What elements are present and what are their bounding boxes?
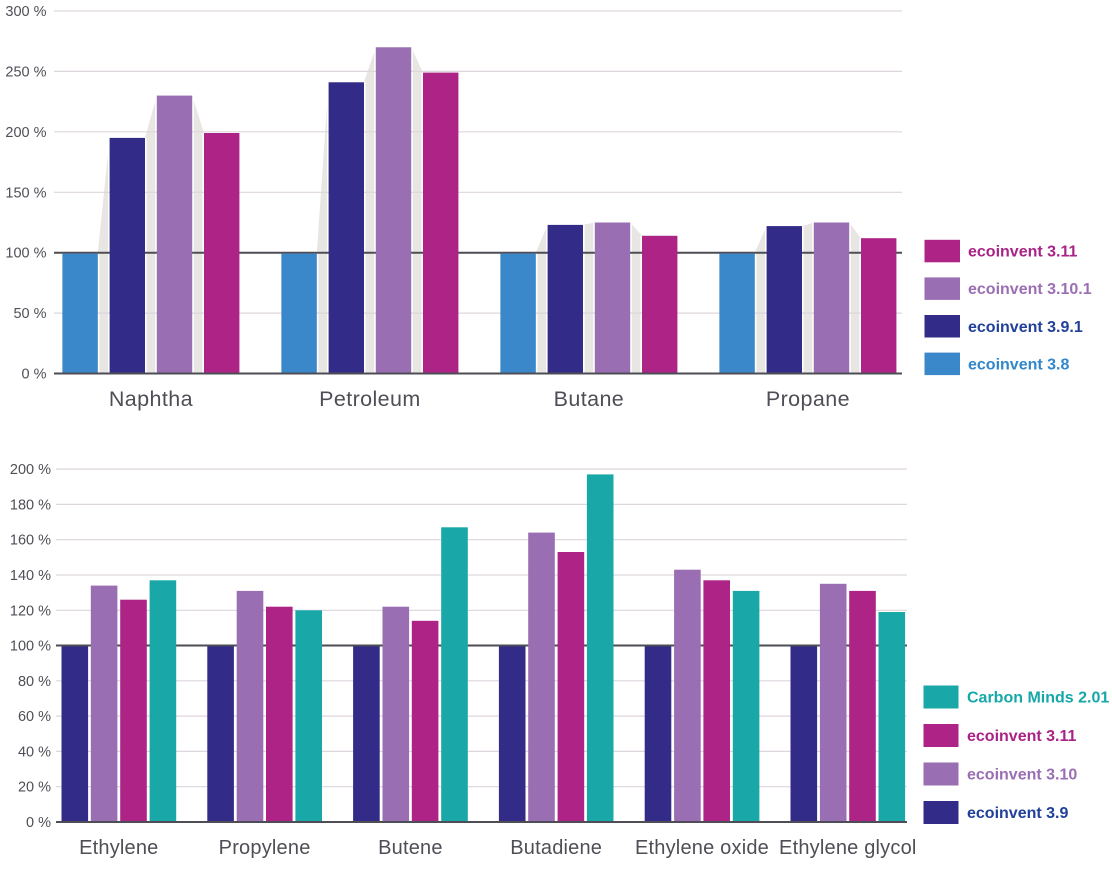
svg-text:150 %: 150 % (5, 185, 46, 201)
svg-text:120 %: 120 % (10, 603, 51, 619)
svg-text:Ethylene: Ethylene (79, 837, 158, 859)
svg-text:Ethylene glycol: Ethylene glycol (779, 837, 917, 859)
svg-text:160 %: 160 % (10, 533, 51, 549)
svg-text:300 %: 300 % (5, 4, 46, 20)
svg-text:Propane: Propane (766, 387, 850, 411)
svg-text:ecoinvent 3.11: ecoinvent 3.11 (967, 728, 1076, 745)
svg-text:80 %: 80 % (18, 674, 51, 690)
svg-text:Butadiene: Butadiene (510, 837, 602, 859)
svg-text:ecoinvent 3.10.1: ecoinvent 3.10.1 (968, 281, 1092, 298)
svg-text:ecoinvent 3.9.1: ecoinvent 3.9.1 (968, 319, 1083, 336)
svg-text:200 %: 200 % (10, 462, 51, 478)
svg-text:60 %: 60 % (18, 709, 51, 725)
svg-text:40 %: 40 % (18, 744, 51, 760)
svg-text:Ethylene oxide: Ethylene oxide (635, 837, 769, 859)
svg-text:ecoinvent 3.8: ecoinvent 3.8 (968, 356, 1069, 373)
svg-text:250 %: 250 % (5, 64, 46, 80)
svg-text:0 %: 0 % (22, 367, 47, 383)
svg-text:Butane: Butane (554, 387, 625, 411)
svg-text:140 %: 140 % (10, 568, 51, 584)
svg-text:100 %: 100 % (5, 246, 46, 262)
svg-text:ecoinvent 3.10: ecoinvent 3.10 (967, 767, 1077, 784)
svg-text:200 %: 200 % (5, 125, 46, 141)
svg-text:ecoinvent 3.9: ecoinvent 3.9 (967, 805, 1068, 822)
svg-text:50 %: 50 % (13, 306, 46, 322)
svg-text:Butene: Butene (378, 837, 443, 859)
svg-text:Carbon Minds 2.01: Carbon Minds 2.01 (967, 690, 1109, 707)
svg-text:Naphtha: Naphtha (109, 387, 193, 411)
svg-text:20 %: 20 % (18, 780, 51, 796)
svg-text:Propylene: Propylene (219, 837, 311, 859)
svg-text:100 %: 100 % (10, 639, 51, 655)
svg-text:ecoinvent 3.11: ecoinvent 3.11 (968, 244, 1077, 261)
svg-text:180 %: 180 % (10, 497, 51, 513)
svg-text:0 %: 0 % (26, 815, 51, 831)
svg-text:Petroleum: Petroleum (319, 387, 421, 411)
